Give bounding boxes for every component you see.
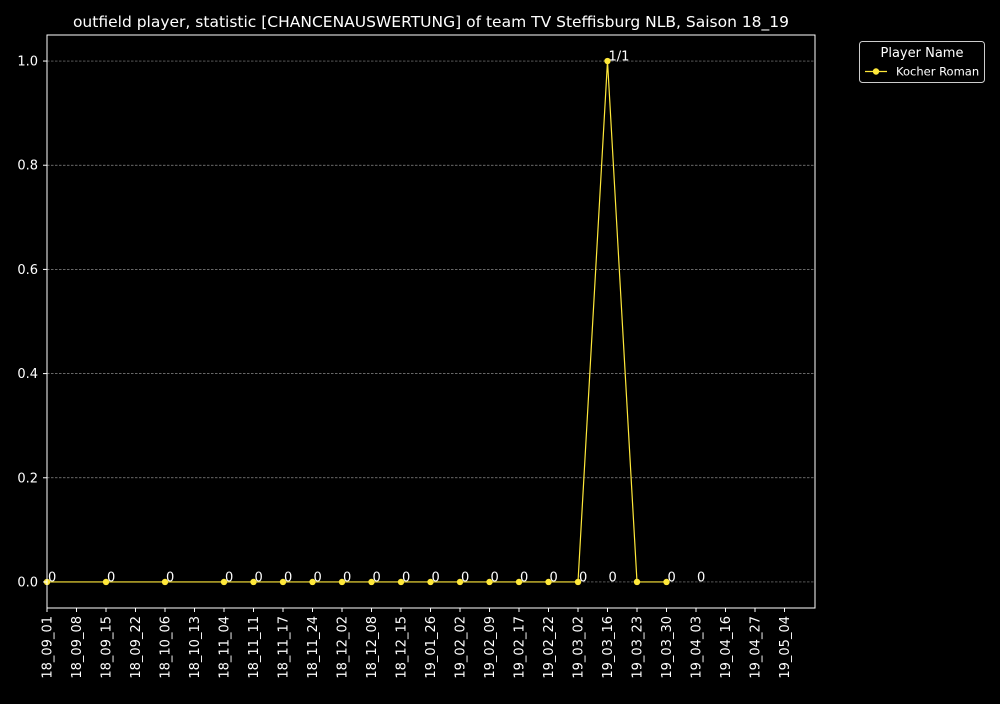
y-tick-label: 1.0	[17, 55, 38, 70]
x-tick-label: 19_02_22	[542, 616, 557, 679]
x-tick-label: 19_04_03	[690, 616, 705, 679]
data-point	[456, 578, 464, 586]
x-tick-label: 19_03_30	[660, 616, 675, 679]
data-point	[220, 578, 228, 586]
data-point	[397, 578, 405, 586]
data-label: 0	[107, 570, 115, 585]
chart-title: outfield player, statistic [CHANCENAUSWE…	[73, 13, 789, 32]
legend-box	[859, 41, 985, 83]
axes-layer: 0.0 0.2 0.4 0.6 0.8 1.0 18_09_01 18_09_08 18_09_…	[17, 34, 816, 679]
x-tick-label: 19_01_26	[424, 616, 439, 679]
data-label: 0	[166, 570, 174, 585]
data-point	[338, 578, 346, 586]
data-label: 0	[609, 570, 617, 585]
data-point	[427, 578, 434, 586]
data-point	[309, 578, 316, 586]
y-tick-label: 0.6	[17, 263, 38, 278]
y-tick-label: 0.0	[17, 575, 38, 590]
x-tick-label: 19_02_02	[454, 616, 469, 679]
annotation-layer: 0 0 0 0 0 0 0 0 0 0 0 0 0 0 0 0 0 1/1 0 0	[48, 50, 705, 586]
y-tick-label: 0.4	[17, 367, 38, 382]
x-tick-label: 18_11_24	[306, 616, 321, 679]
data-point	[161, 578, 169, 586]
data-label: 0	[432, 570, 440, 585]
data-point	[102, 578, 110, 586]
x-tick-label: 18_12_15	[395, 616, 410, 679]
x-tick-label: 18_11_17	[277, 616, 292, 679]
data-point	[250, 578, 257, 586]
legend-entry: Kocher Roman	[896, 65, 979, 79]
data-point	[663, 578, 670, 586]
data-label: 0	[314, 570, 322, 585]
data-point	[515, 578, 523, 586]
data-label: 0	[461, 570, 469, 585]
data-label: 0	[284, 570, 292, 585]
x-tick-label: 18_12_02	[336, 616, 351, 679]
data-label: 0	[579, 570, 587, 585]
legend: Player Name Kocher Roman	[859, 41, 985, 83]
y-tick-label: 0.8	[17, 159, 38, 174]
x-tick-label: 19_02_17	[513, 616, 528, 679]
legend-swatch-marker	[872, 68, 880, 75]
x-tick-label: 18_09_01	[41, 616, 56, 679]
plot-frame	[46, 34, 816, 609]
data-label: 0	[225, 570, 233, 585]
x-tick-label: 18_11_04	[218, 616, 233, 679]
data-point	[486, 578, 493, 586]
data-label: 0	[373, 570, 381, 585]
data-point	[279, 578, 287, 586]
grid-layer	[47, 60, 815, 583]
data-point	[574, 578, 582, 586]
x-tick-label: 19_03_02	[572, 616, 587, 679]
data-label: 0	[550, 570, 558, 585]
data-label: 0	[491, 570, 499, 585]
x-tick-label: 19_03_23	[631, 616, 646, 679]
x-tick-label: 18_09_15	[100, 616, 115, 679]
y-tick-label: 0.2	[17, 471, 38, 486]
legend-title: Player Name	[881, 46, 964, 61]
data-label: 1/1	[609, 50, 630, 65]
data-label: 0	[520, 570, 528, 585]
series-layer	[43, 57, 670, 586]
x-tick-label: 18_10_13	[188, 616, 203, 679]
data-point	[368, 578, 375, 586]
data-label: 0	[343, 570, 351, 585]
x-tick-label: 18_10_06	[159, 616, 174, 679]
x-tick-label: 19_04_27	[749, 616, 764, 679]
x-tick-label: 19_02_09	[483, 616, 498, 679]
data-label: 0	[48, 570, 56, 585]
x-tick-label: 18_12_08	[365, 616, 380, 679]
x-tick-label: 19_05_04	[778, 616, 793, 679]
x-tick-label: 19_04_16	[719, 616, 734, 679]
data-point	[633, 578, 641, 586]
x-tick-label: 18_09_22	[129, 616, 144, 679]
data-label: 0	[668, 570, 676, 585]
x-tick-label: 18_11_11	[247, 616, 262, 679]
data-point	[604, 57, 611, 65]
x-tick-label: 19_03_16	[601, 616, 616, 679]
x-tick-label: 18_09_08	[70, 616, 85, 679]
data-point	[545, 578, 552, 586]
data-label: 0	[255, 570, 263, 585]
data-label: 0	[697, 570, 705, 585]
data-label: 0	[402, 570, 410, 585]
